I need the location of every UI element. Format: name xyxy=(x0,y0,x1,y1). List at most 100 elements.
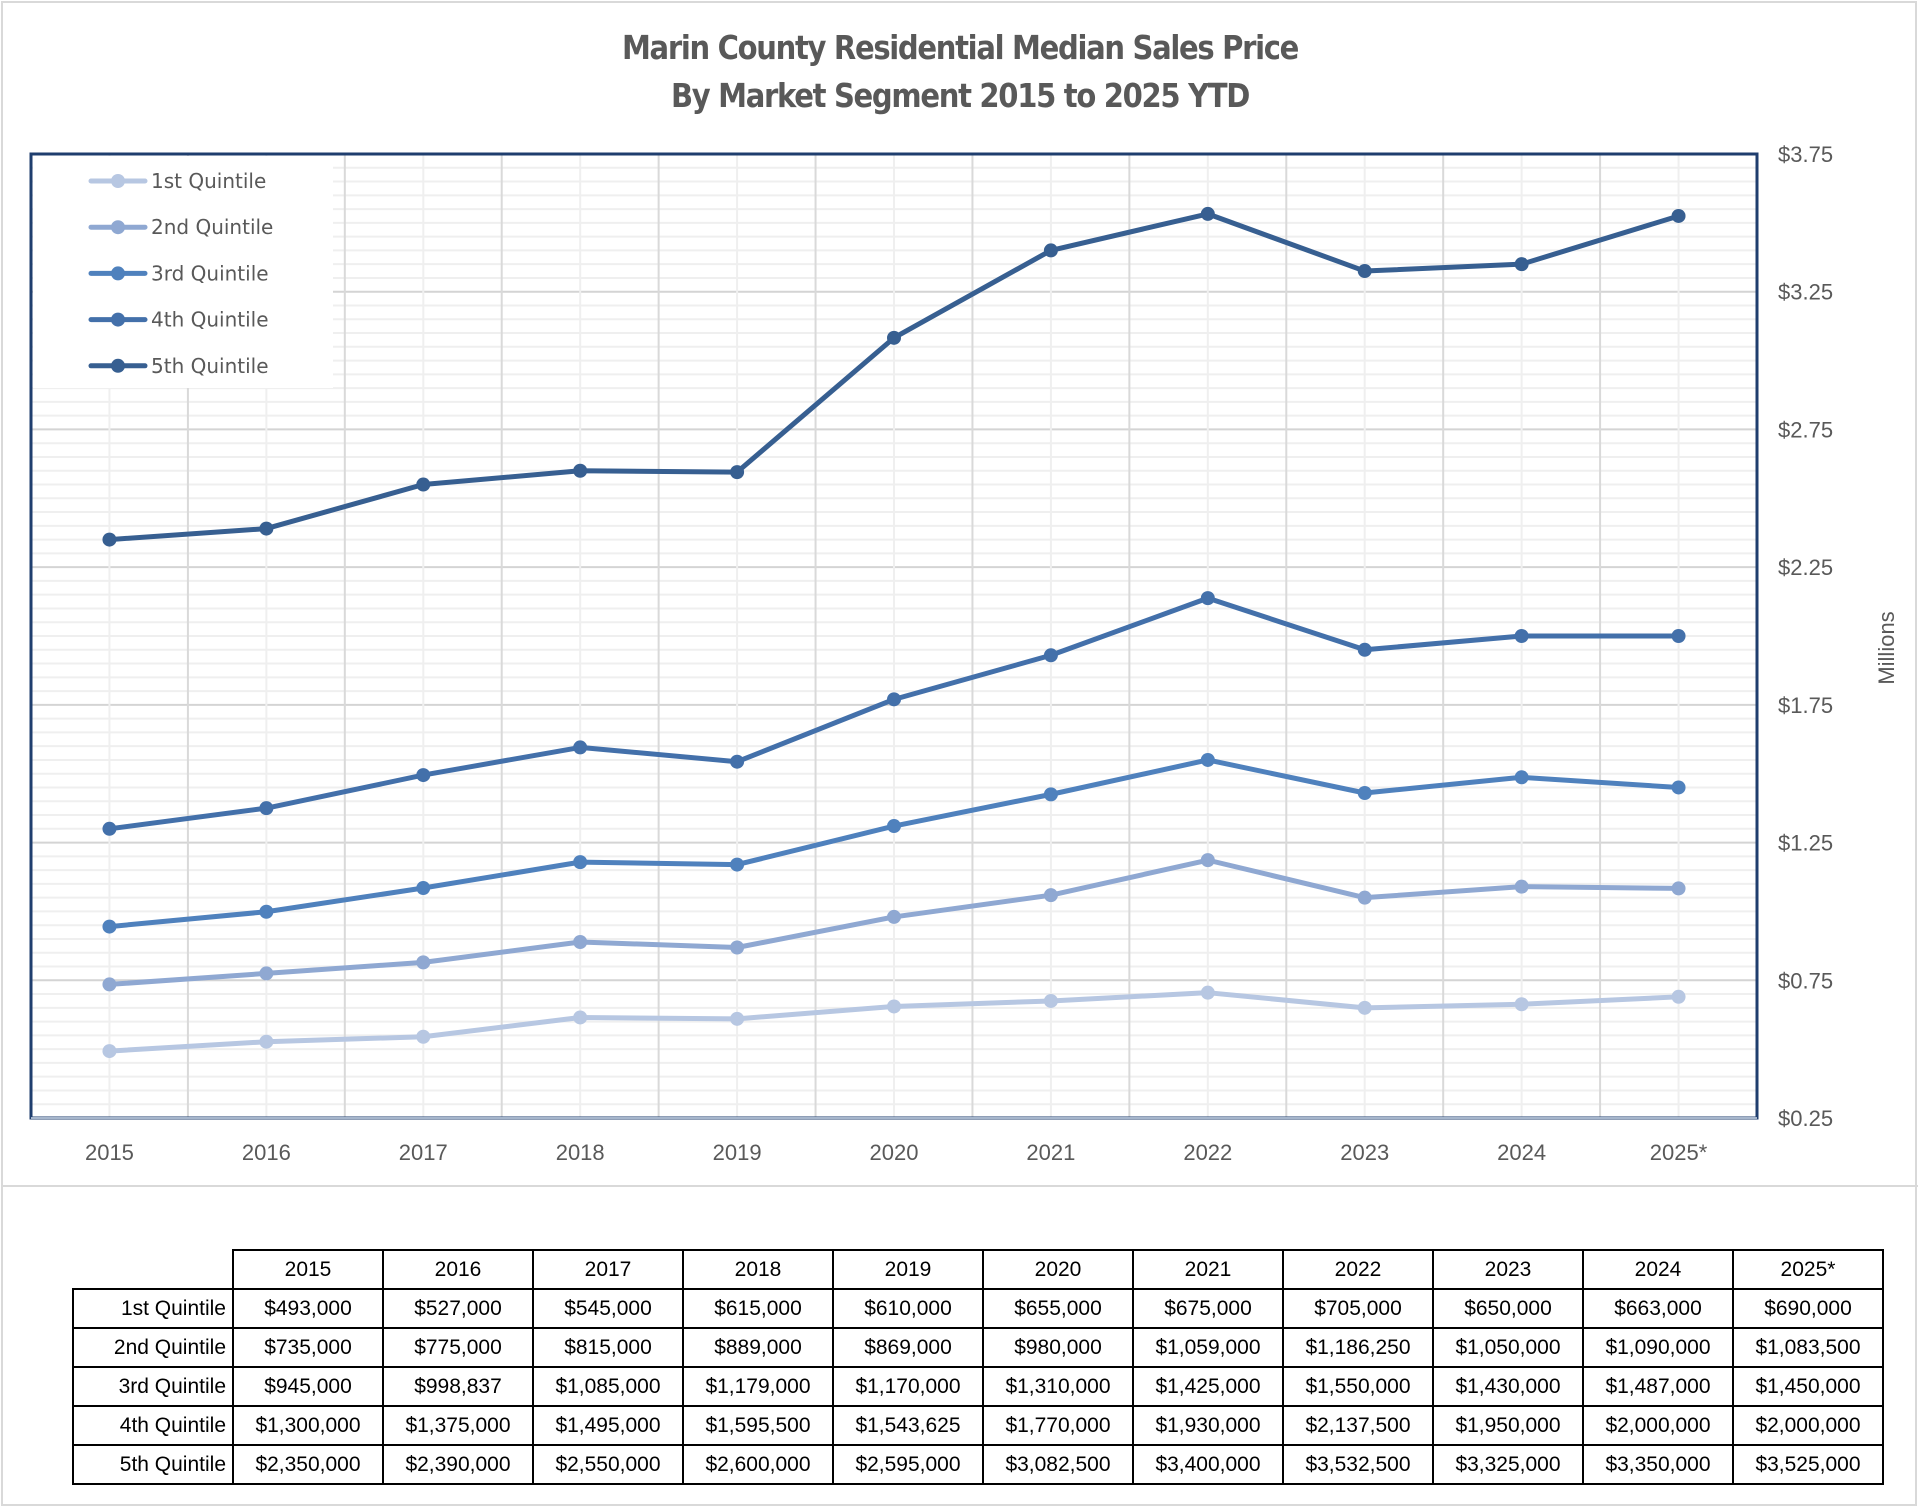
table-row: 5th Quintile $2,350,000 $2,390,000 $2,550,0… xyxy=(72,1444,1884,1485)
legend-item: 5th Quintile xyxy=(88,354,269,378)
chart-title: Marin County Residential Median Sales Pr… xyxy=(115,24,1805,120)
x-tick-label: 2019 xyxy=(713,1140,762,1165)
table-cell: $2,350,000 xyxy=(232,1444,384,1485)
data-point xyxy=(887,819,901,834)
table-cell: $1,300,000 xyxy=(232,1405,384,1446)
x-tick-label: 2021 xyxy=(1026,1140,1075,1165)
table-cell: $1,425,000 xyxy=(1132,1366,1284,1407)
table-cell: $3,350,000 xyxy=(1582,1444,1734,1485)
table-row-label: 4th Quintile xyxy=(72,1405,234,1446)
table-cell: $493,000 xyxy=(232,1288,384,1329)
series-1 xyxy=(102,985,1686,1059)
table-header-row: 2015 2016 2017 2018 2019 2020 2021 2022 2023 2024… xyxy=(73,1249,1884,1290)
line-chart: 1st Quintile 2nd Quintile 3rd Quintile 4th … xyxy=(29,142,1899,1165)
data-point xyxy=(730,857,745,872)
chart-title-line-2: By Market Segment 2015 to 2025 YTD xyxy=(670,76,1250,115)
legend-marker xyxy=(111,358,125,373)
data-point xyxy=(1043,648,1058,663)
data-point xyxy=(259,904,274,919)
table-header-cell: 2024 xyxy=(1582,1249,1734,1290)
data-point xyxy=(416,881,431,896)
table-cell: $3,525,000 xyxy=(1732,1444,1884,1485)
table-corner-cell xyxy=(73,1250,233,1289)
table-cell: $1,430,000 xyxy=(1432,1366,1584,1407)
data-point xyxy=(1043,787,1058,802)
table-row: 1st Quintile $493,000 $527,000 $545,000 $615… xyxy=(72,1288,1884,1329)
legend-item: 1st Quintile xyxy=(88,169,266,193)
table-cell: $1,595,500 xyxy=(682,1405,834,1446)
data-point xyxy=(1357,642,1372,657)
data-point xyxy=(573,1010,588,1025)
data-point xyxy=(1514,997,1529,1012)
table-cell: $1,950,000 xyxy=(1432,1405,1584,1446)
table-cell: $945,000 xyxy=(232,1366,384,1407)
data-point xyxy=(102,919,117,934)
data-point xyxy=(102,1044,117,1059)
y-tick-label: $2.25 xyxy=(1778,555,1833,580)
table-cell: $3,082,500 xyxy=(982,1444,1134,1485)
data-point xyxy=(1514,257,1529,272)
data-point xyxy=(259,1034,274,1049)
y-axis-title: Millions xyxy=(1874,611,1899,684)
data-point xyxy=(1357,785,1372,800)
data-point xyxy=(730,465,745,480)
table-cell: $2,550,000 xyxy=(532,1444,684,1485)
table-cell: $1,090,000 xyxy=(1582,1327,1734,1368)
table-header-cell: 2023 xyxy=(1432,1249,1584,1290)
table-cell: $980,000 xyxy=(982,1327,1134,1368)
table-header-cell: 2019 xyxy=(832,1249,984,1290)
table-cell: $2,595,000 xyxy=(832,1444,984,1485)
legend-marker xyxy=(111,174,125,188)
table-row-label: 5th Quintile xyxy=(72,1444,234,1485)
series-lines xyxy=(102,206,1686,1059)
table-cell: $527,000 xyxy=(382,1288,534,1329)
data-point xyxy=(416,1029,431,1044)
data-point xyxy=(1043,888,1058,903)
data-point xyxy=(1043,993,1058,1008)
table-cell: $655,000 xyxy=(982,1288,1134,1329)
series-2 xyxy=(102,853,1686,992)
x-tick-label: 2022 xyxy=(1183,1140,1232,1165)
data-point xyxy=(1200,206,1215,221)
table-cell: $650,000 xyxy=(1432,1288,1584,1329)
table-cell: $1,179,000 xyxy=(682,1366,834,1407)
chart-table-separator xyxy=(1,1185,1918,1187)
legend-item: 3rd Quintile xyxy=(88,261,269,285)
table-cell: $615,000 xyxy=(682,1288,834,1329)
table-cell: $2,000,000 xyxy=(1582,1405,1734,1446)
data-point xyxy=(1514,629,1529,643)
table-header-cell: 2015 xyxy=(232,1249,384,1290)
chart-title-line-1: Marin County Residential Median Sales Pr… xyxy=(621,28,1299,67)
data-point xyxy=(887,692,901,707)
table-cell: $1,170,000 xyxy=(832,1366,984,1407)
table-header-cell: 2017 xyxy=(532,1249,684,1290)
data-point xyxy=(1043,243,1058,258)
series-5 xyxy=(102,206,1686,547)
x-tick-label: 2020 xyxy=(870,1140,919,1165)
data-point xyxy=(573,740,588,755)
y-tick-label: $0.75 xyxy=(1778,968,1833,993)
table-cell: $815,000 xyxy=(532,1327,684,1368)
table-cell: $735,000 xyxy=(232,1327,384,1368)
series-3 xyxy=(102,752,1686,934)
data-point xyxy=(887,999,901,1014)
table-cell: $1,059,000 xyxy=(1132,1327,1284,1368)
data-point xyxy=(730,754,745,769)
x-tick-label: 2023 xyxy=(1340,1140,1389,1165)
table-header-cell: 2020 xyxy=(982,1249,1134,1290)
table-cell: $663,000 xyxy=(1582,1288,1734,1329)
table-header-cell: 2022 xyxy=(1282,1249,1434,1290)
legend-marker xyxy=(111,220,125,235)
table-cell: $1,450,000 xyxy=(1732,1366,1884,1407)
legend-label: 2nd Quintile xyxy=(151,215,273,239)
y-tick-label: $1.25 xyxy=(1778,831,1833,856)
table-cell: $1,050,000 xyxy=(1432,1327,1584,1368)
data-point xyxy=(730,940,745,955)
data-point xyxy=(102,977,117,992)
legend-item: 2nd Quintile xyxy=(88,215,273,239)
legend-label: 1st Quintile xyxy=(151,169,266,193)
data-point xyxy=(259,521,274,536)
data-point xyxy=(1671,881,1686,896)
table-cell: $1,770,000 xyxy=(982,1405,1134,1446)
